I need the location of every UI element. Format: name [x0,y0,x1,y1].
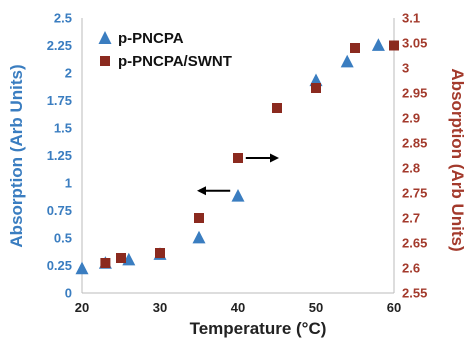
y-left-tick-label: 1.75 [47,93,72,108]
p-pncpa-swnt-point [311,83,321,93]
y-left-tick-label: 0.5 [54,231,72,246]
y-right-tick-label: 3.05 [402,36,427,51]
p-pncpa-swnt-point [272,103,282,113]
x-axis-label: Temperature (°C) [190,319,327,338]
y-right-tick-label: 2.55 [402,286,427,301]
legend-label: p-PNCPA/SWNT [118,53,232,70]
legend-swatch-triangle [98,31,112,44]
p-pncpa-swnt-point [155,248,165,258]
x-tick-label: 50 [309,300,323,315]
right-arrow-head [270,153,279,163]
x-tick-label: 30 [153,300,167,315]
y-right-tick-label: 3.1 [402,11,420,26]
p-pncpa-point [309,73,323,87]
y-right-tick-label: 2.75 [402,186,427,201]
y-right-tick-label: 2.8 [402,161,420,176]
p-pncpa-swnt-point [350,43,360,53]
x-tick-label: 60 [387,300,401,315]
p-pncpa-point [75,261,89,275]
y-right-tick-label: 2.65 [402,236,427,251]
axes [81,18,395,294]
p-pncpa-point [340,54,354,68]
legend-swatch-square [100,56,110,66]
p-pncpa-point [231,189,245,202]
p-pncpa-swnt-point [116,253,126,263]
ticks: 20 30 40 50 60 0 0.25 0.5 0.75 1 1.25 1.5 1.75 2 2.25 2… [47,11,428,316]
y-axis-right-label: Absorption (Arb Units) [448,68,467,251]
y-left-tick-label: 1.5 [54,121,72,136]
x-tick-label: 20 [75,300,89,315]
p-pncpa-swnt-point [194,213,204,223]
legend: p-PNCPA p-PNCPA/SWNT [98,30,232,70]
y-right-tick-label: 2.9 [402,111,420,126]
p-pncpa-point [192,230,206,244]
x-tick-label: 40 [231,300,245,315]
y-right-tick-label: 2.85 [402,136,427,151]
y-right-tick-label: 3 [402,61,409,76]
y-left-tick-label: 1.25 [47,148,72,163]
left-arrow-head [197,186,206,196]
y-left-tick-label: 2.25 [47,38,72,53]
arrows [197,153,279,196]
p-pncpa-swnt-point [100,258,111,268]
y-left-tick-label: 0.25 [47,258,72,273]
marks [75,38,399,275]
y-right-tick-label: 2.7 [402,211,420,226]
y-left-tick-label: 0.75 [47,203,72,218]
y-right-tick-label: 2.95 [402,86,427,101]
p-pncpa-swnt-point [233,153,243,163]
p-pncpa-point [371,38,385,51]
y-right-tick-label: 2.6 [402,261,420,276]
y-left-tick-label: 1 [65,176,72,191]
y-axis-left-label: Absorption (Arb Units) [7,64,26,247]
y-left-tick-label: 0 [65,286,72,301]
p-pncpa-swnt-point [389,40,399,51]
legend-label: p-PNCPA [118,30,184,47]
y-left-tick-label: 2 [65,66,72,81]
y-left-tick-label: 2.5 [54,11,72,26]
